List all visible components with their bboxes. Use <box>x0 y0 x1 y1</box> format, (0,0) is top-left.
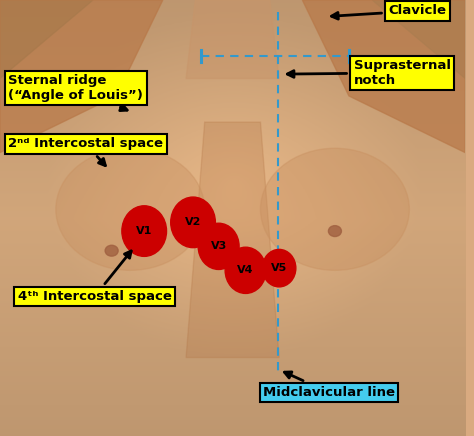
Text: V2: V2 <box>185 218 201 227</box>
Text: Suprasternal
notch: Suprasternal notch <box>287 59 450 87</box>
Polygon shape <box>302 0 465 153</box>
Ellipse shape <box>198 223 239 269</box>
Polygon shape <box>0 0 93 78</box>
Text: Midclavicular line: Midclavicular line <box>263 372 395 399</box>
Ellipse shape <box>105 245 118 256</box>
Polygon shape <box>0 0 163 153</box>
Ellipse shape <box>56 148 205 270</box>
Text: 4ᵗʰ Intercostal space: 4ᵗʰ Intercostal space <box>18 251 172 303</box>
Text: Clavicle: Clavicle <box>331 4 447 19</box>
Ellipse shape <box>225 247 266 293</box>
Ellipse shape <box>261 148 410 270</box>
Polygon shape <box>372 0 465 78</box>
Ellipse shape <box>328 226 341 236</box>
Text: V5: V5 <box>271 263 287 273</box>
Text: 2ⁿᵈ Intercostal space: 2ⁿᵈ Intercostal space <box>9 137 164 166</box>
Ellipse shape <box>262 249 296 287</box>
Text: V4: V4 <box>237 266 254 275</box>
Polygon shape <box>186 0 279 78</box>
Ellipse shape <box>171 197 215 248</box>
Ellipse shape <box>122 206 166 256</box>
Polygon shape <box>186 122 279 358</box>
Text: V3: V3 <box>210 242 227 251</box>
Text: Sternal ridge
(“Angle of Louis”): Sternal ridge (“Angle of Louis”) <box>9 74 143 111</box>
Text: V1: V1 <box>136 226 152 236</box>
